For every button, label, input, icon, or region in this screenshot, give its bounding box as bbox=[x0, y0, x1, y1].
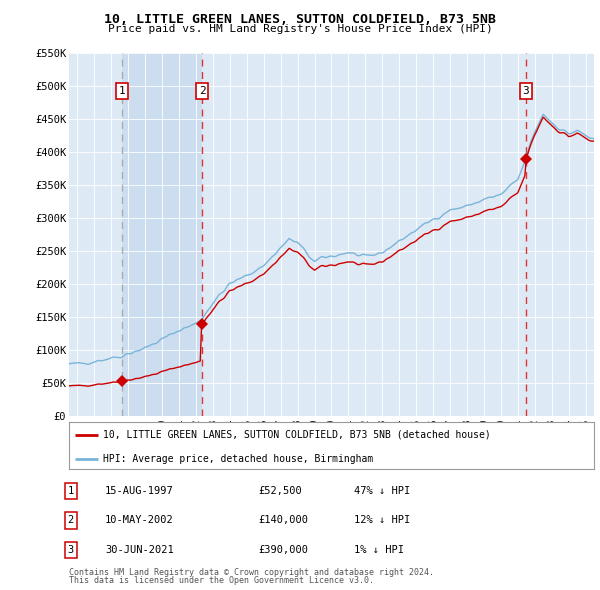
Text: £390,000: £390,000 bbox=[258, 545, 308, 555]
Text: 1% ↓ HPI: 1% ↓ HPI bbox=[354, 545, 404, 555]
Text: 1: 1 bbox=[118, 86, 125, 96]
Text: This data is licensed under the Open Government Licence v3.0.: This data is licensed under the Open Gov… bbox=[69, 576, 374, 585]
Text: 3: 3 bbox=[68, 545, 74, 555]
Text: 10, LITTLE GREEN LANES, SUTTON COLDFIELD, B73 5NB (detached house): 10, LITTLE GREEN LANES, SUTTON COLDFIELD… bbox=[103, 430, 491, 440]
Text: 12% ↓ HPI: 12% ↓ HPI bbox=[354, 516, 410, 525]
Text: HPI: Average price, detached house, Birmingham: HPI: Average price, detached house, Birm… bbox=[103, 454, 373, 464]
Text: Price paid vs. HM Land Registry's House Price Index (HPI): Price paid vs. HM Land Registry's House … bbox=[107, 24, 493, 34]
Text: 2: 2 bbox=[68, 516, 74, 525]
Text: £52,500: £52,500 bbox=[258, 486, 302, 496]
Text: 47% ↓ HPI: 47% ↓ HPI bbox=[354, 486, 410, 496]
Text: 10, LITTLE GREEN LANES, SUTTON COLDFIELD, B73 5NB: 10, LITTLE GREEN LANES, SUTTON COLDFIELD… bbox=[104, 13, 496, 26]
Text: 10-MAY-2002: 10-MAY-2002 bbox=[105, 516, 174, 525]
Text: 1: 1 bbox=[68, 486, 74, 496]
Text: £140,000: £140,000 bbox=[258, 516, 308, 525]
Text: 3: 3 bbox=[523, 86, 529, 96]
Text: 30-JUN-2021: 30-JUN-2021 bbox=[105, 545, 174, 555]
Text: 2: 2 bbox=[199, 86, 205, 96]
Text: 15-AUG-1997: 15-AUG-1997 bbox=[105, 486, 174, 496]
Bar bbox=[122, 53, 202, 416]
Text: Contains HM Land Registry data © Crown copyright and database right 2024.: Contains HM Land Registry data © Crown c… bbox=[69, 568, 434, 577]
